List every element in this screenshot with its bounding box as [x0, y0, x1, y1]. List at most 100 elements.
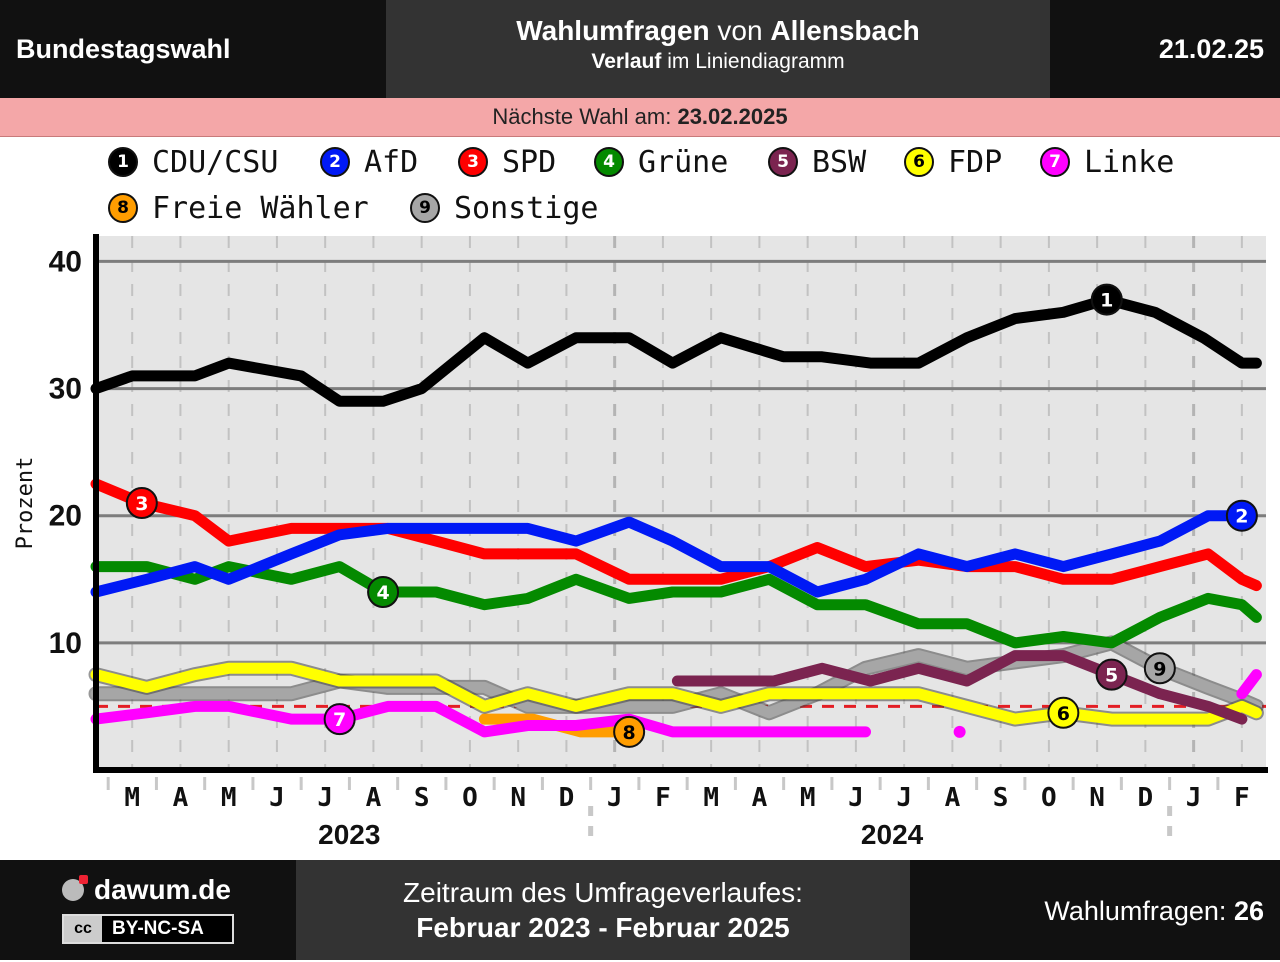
x-tick-label: S — [414, 783, 430, 813]
footer-brand[interactable]: dawum.de — [62, 874, 231, 906]
y-tick-label: 30 — [49, 373, 82, 406]
chart-subtitle: Verlauf im Liniendiagramm — [386, 48, 1050, 76]
series-badge-number: 1 — [1100, 290, 1113, 312]
line-chart: M A M J J A S O N D J F M A M J J A S O N D J F 2023 2024 10 20 30 40… — [13, 234, 1268, 850]
legend-badge: 3 — [458, 147, 488, 177]
legend-label: Linke — [1084, 144, 1175, 180]
header-title-block: Wahlumfragen von Allensbach Verlauf im L… — [386, 0, 1050, 98]
chart-title: Wahlumfragen von Allensbach — [386, 14, 1050, 48]
x-tick-label: D — [559, 783, 575, 813]
series-badge-bsw — [1095, 658, 1128, 691]
legend-label: BSW — [812, 144, 867, 180]
subtitle-part-2: im Liniendiagramm — [661, 50, 845, 73]
x-tick-label: A — [752, 783, 768, 813]
legend-label: CDU/CSU — [152, 144, 279, 180]
year-label: 2023 — [318, 819, 380, 850]
year-label: 2024 — [861, 819, 924, 850]
legend-item-freie-w-hler: 8 Freie Wähler — [108, 188, 369, 228]
x-tick-label: J — [848, 783, 864, 813]
x-tick-label: A — [945, 783, 961, 813]
series-badge-fdp — [1047, 696, 1080, 729]
legend-item-spd: 3 SPD — [458, 142, 556, 182]
series-line-fdp — [90, 662, 1262, 725]
title-part-1: Wahlumfragen — [516, 15, 710, 46]
x-tick-label: A — [173, 783, 189, 813]
footer-poll-count: Wahlumfragen: 26 — [1044, 860, 1264, 960]
x-tick-label: F — [1234, 783, 1250, 813]
legend-badge: 2 — [320, 147, 350, 177]
next-election-banner: Nächste Wahl am: 23.02.2025 — [0, 98, 1280, 137]
series-badge-number: 5 — [1105, 665, 1118, 687]
next-election-date: 23.02.2025 — [677, 104, 788, 129]
series-line-spd — [90, 478, 1262, 592]
period-value: Februar 2023 - Februar 2025 — [416, 912, 790, 943]
x-tick-label: J — [896, 783, 912, 813]
legend-badge: 8 — [108, 193, 138, 223]
header-election-type: Bundestagswahl — [16, 34, 231, 64]
series-badge-number: 6 — [1057, 703, 1070, 725]
x-tick-label: J — [1186, 783, 1202, 813]
legend-item-fdp: 6 FDP — [904, 142, 1002, 182]
series-badge-afd — [1225, 499, 1258, 532]
y-axis-label: Prozent — [13, 457, 38, 550]
series-badge-number: 8 — [623, 722, 636, 744]
legend-item-gr-ne: 4 Grüne — [594, 142, 728, 182]
legend-label: Sonstige — [454, 190, 599, 226]
creative-commons-icon: cc — [64, 916, 102, 942]
legend-label: SPD — [502, 144, 557, 180]
legend-label: Freie Wähler — [152, 190, 369, 226]
period-label: Zeitraum des Umfrageverlaufes: — [403, 877, 803, 908]
title-part-3: Allensbach — [770, 15, 920, 46]
legend-label: Grüne — [638, 144, 729, 180]
header-date: 21.02.25 — [1158, 34, 1264, 64]
x-tick-label: M — [221, 783, 237, 813]
x-tick-label: A — [366, 783, 382, 813]
x-tick-label: S — [993, 783, 1009, 813]
y-tick-label: 10 — [49, 627, 82, 660]
series-line-linke — [90, 700, 871, 738]
footer-brand-block: dawum.de cc BY-NC-SA — [0, 860, 296, 960]
x-tick-label: O — [462, 783, 478, 813]
series-badge-linke — [323, 703, 356, 736]
next-election-label: Nächste Wahl am: — [492, 104, 678, 129]
legend-item-sonstige: 9 Sonstige — [410, 188, 599, 228]
legend-badge: 1 — [108, 147, 138, 177]
series-badge-number: 4 — [376, 582, 389, 604]
x-tick-label: N — [1089, 783, 1105, 813]
x-tick-label: D — [1138, 783, 1154, 813]
legend-badge: 4 — [594, 147, 624, 177]
legend-item-linke: 7 Linke — [1040, 142, 1174, 182]
dawum-logo-icon — [62, 875, 88, 901]
x-tick-label: J — [269, 783, 285, 813]
series-badge-number: 7 — [333, 709, 346, 731]
license-badge[interactable]: cc BY-NC-SA — [62, 914, 234, 944]
series-badge-cdu-csu — [1090, 283, 1123, 316]
legend-item-bsw: 5 BSW — [768, 142, 866, 182]
subtitle-part-1: Verlauf — [591, 50, 662, 73]
x-tick-label: J — [607, 783, 623, 813]
legend-badge: 9 — [410, 193, 440, 223]
series-badge-sonstige — [1143, 652, 1176, 685]
series-line-afd — [90, 510, 1257, 598]
poll-count-label: Wahlumfragen: — [1044, 896, 1234, 926]
series-badge-number: 2 — [1235, 506, 1248, 528]
series-badge-freie-w-hler — [613, 715, 646, 748]
x-tick-label: M — [124, 783, 140, 813]
x-tick-label: O — [1041, 783, 1057, 813]
footer-period-block: Zeitraum des Umfrageverlaufes: Februar 2… — [296, 860, 910, 960]
x-tick-label: F — [655, 783, 671, 813]
series-badge-number: 3 — [135, 493, 148, 515]
footer-brand-text: dawum.de — [94, 874, 231, 905]
series-line-linke-segment — [1236, 669, 1262, 700]
series-badge-spd — [125, 487, 158, 519]
legend-badge: 5 — [768, 147, 798, 177]
series-point-linke — [953, 725, 966, 738]
x-tick-label: M — [703, 783, 719, 813]
x-tick-label: J — [317, 783, 333, 813]
series-line-gr-ne — [90, 561, 1262, 649]
x-tick-label: N — [510, 783, 526, 813]
y-tick-label: 20 — [49, 500, 82, 533]
license-text: BY-NC-SA — [112, 918, 204, 939]
legend-label: FDP — [948, 144, 1003, 180]
footer: dawum.de cc BY-NC-SA Zeitraum des Umfrage… — [0, 860, 1280, 960]
